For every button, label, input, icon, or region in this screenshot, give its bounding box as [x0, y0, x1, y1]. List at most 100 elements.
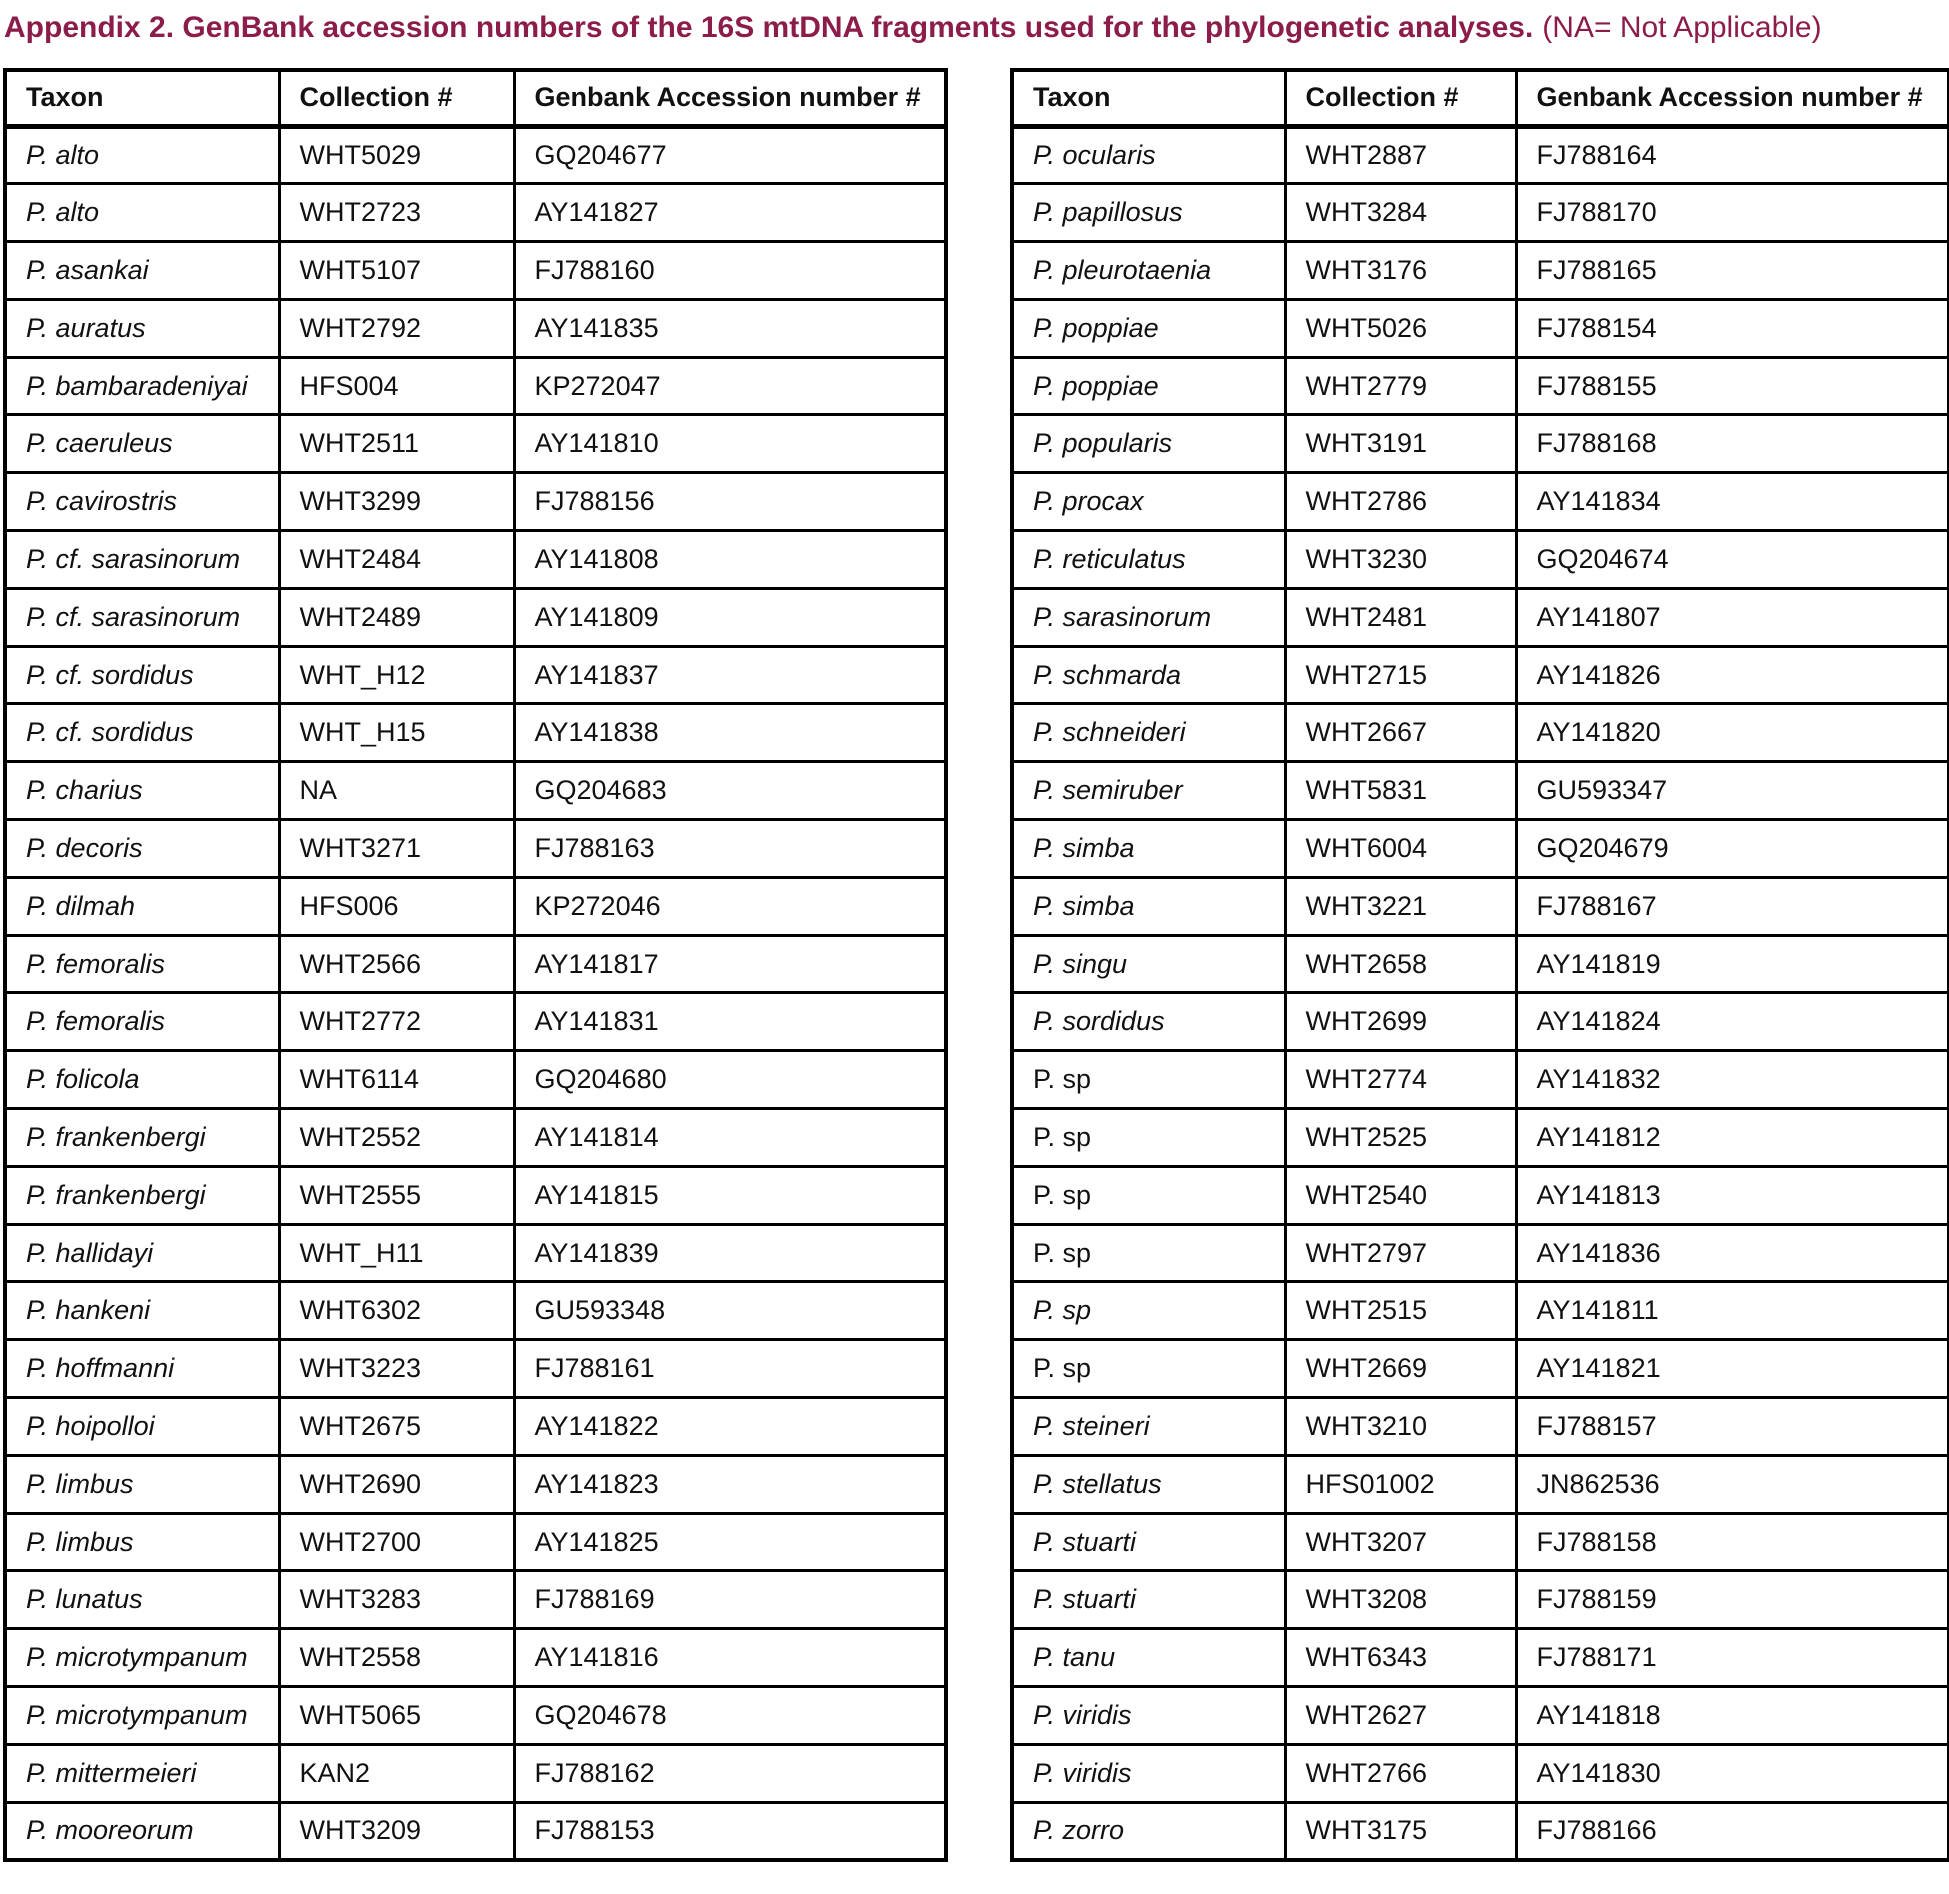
taxon-cell: P. mooreorum — [3, 1800, 281, 1862]
collection-cell: WHT2699 — [1283, 991, 1518, 1053]
collection-header: Collection # — [1283, 68, 1518, 129]
taxon-cell: P. mittermeieri — [3, 1742, 281, 1804]
accession-cell: AY141807 — [1514, 586, 1949, 648]
accession-cell: FJ788153 — [512, 1800, 948, 1862]
accession-header: Genbank Accession number # — [1514, 68, 1949, 129]
collection-cell: WHT2797 — [1283, 1222, 1518, 1284]
table-row: P. poppiae WHT5026 FJ788154 — [1010, 297, 1949, 359]
collection-cell: WHT2489 — [277, 586, 516, 648]
accession-cell: AY141810 — [512, 413, 948, 475]
table-row: P. stellatus HFS01002 JN862536 — [1010, 1453, 1949, 1515]
accession-cell: FJ788170 — [1514, 182, 1949, 244]
taxon-cell: P. hoipolloi — [3, 1396, 281, 1457]
taxon-cell: P. steineri — [1010, 1396, 1287, 1457]
taxon-header: Taxon — [1010, 68, 1287, 129]
accession-cell: AY141825 — [512, 1511, 948, 1573]
collection-cell: WHT2786 — [1283, 471, 1518, 533]
accession-cell: GQ204674 — [1514, 529, 1949, 590]
table-row: P. cf. sarasinorum WHT2484 AY141808 — [3, 529, 948, 590]
taxon-cell: P. poppiae — [1010, 355, 1287, 417]
taxon-cell: P. sp — [1010, 1280, 1287, 1342]
accession-cell: KP272047 — [512, 355, 948, 417]
taxon-cell: P. lunatus — [3, 1569, 281, 1631]
table-row: P. sp WHT2540 AY141813 — [1010, 1164, 1949, 1226]
collection-cell: WHT3209 — [277, 1800, 516, 1862]
table-row: P. viridis WHT2627 AY141818 — [1010, 1685, 1949, 1746]
collection-cell: WHT3176 — [1283, 240, 1518, 301]
table-row: P. sp WHT2774 AY141832 — [1010, 1049, 1949, 1111]
taxon-cell: P. sordidus — [1010, 991, 1287, 1053]
table-row: P. singu WHT2658 AY141819 — [1010, 933, 1949, 995]
accession-cell: AY141836 — [1514, 1222, 1949, 1284]
collection-header: Collection # — [277, 68, 516, 129]
accession-cell: FJ788163 — [512, 818, 948, 879]
table-row: P. asankai WHT5107 FJ788160 — [3, 240, 948, 301]
accession-cell: AY141826 — [1514, 644, 1949, 706]
table-row: P. poppiae WHT2779 FJ788155 — [1010, 355, 1949, 417]
table-row: P. alto WHT5029 GQ204677 — [3, 124, 948, 186]
taxon-cell: P. simba — [1010, 875, 1287, 937]
taxon-cell: P. stuarti — [1010, 1569, 1287, 1631]
table-row: P. hoipolloi WHT2675 AY141822 — [3, 1396, 948, 1457]
collection-cell: WHT5026 — [1283, 297, 1518, 359]
accession-cell: AY141837 — [512, 644, 948, 706]
collection-cell: WHT3221 — [1283, 875, 1518, 937]
taxon-header: Taxon — [3, 68, 281, 129]
taxon-cell: P. cf. sarasinorum — [3, 586, 281, 648]
table-row: P. schmarda WHT2715 AY141826 — [1010, 644, 1949, 706]
collection-cell: WHT3284 — [1283, 182, 1518, 244]
taxon-cell: P. folicola — [3, 1049, 281, 1111]
taxon-cell: P. simba — [1010, 818, 1287, 879]
table-row: P. sp WHT2669 AY141821 — [1010, 1338, 1949, 1400]
accession-cell: FJ788158 — [1514, 1511, 1949, 1573]
taxon-cell: P. viridis — [1010, 1685, 1287, 1746]
accession-cell: AY141815 — [512, 1164, 948, 1226]
accession-cell: AY141822 — [512, 1396, 948, 1457]
accession-cell: KP272046 — [512, 875, 948, 937]
collection-cell: WHT5831 — [1283, 760, 1518, 822]
collection-cell: WHT6343 — [1283, 1627, 1518, 1689]
collection-cell: WHT2627 — [1283, 1685, 1518, 1746]
collection-cell: WHT6004 — [1283, 818, 1518, 879]
table-row: P. sp WHT2797 AY141836 — [1010, 1222, 1949, 1284]
title-note-text: (NA= Not Applicable) — [1542, 11, 1822, 44]
taxon-cell: P. reticulatus — [1010, 529, 1287, 590]
accession-cell: FJ788165 — [1514, 240, 1949, 301]
table-row: P. microtympanum WHT5065 GQ204678 — [3, 1685, 948, 1746]
collection-cell: WHT2667 — [1283, 702, 1518, 764]
collection-cell: WHT3191 — [1283, 413, 1518, 475]
taxon-cell: P. microtympanum — [3, 1627, 281, 1689]
table-row: P. procax WHT2786 AY141834 — [1010, 471, 1949, 533]
page-title: Appendix 2. GenBank accession numbers of… — [4, 8, 1822, 48]
taxon-cell: P. femoralis — [3, 933, 281, 995]
collection-cell: WHT6114 — [277, 1049, 516, 1111]
taxon-cell: P. dilmah — [3, 875, 281, 937]
taxon-cell: P. schneideri — [1010, 702, 1287, 764]
accession-cell: GU593347 — [1514, 760, 1949, 822]
collection-cell: WHT3230 — [1283, 529, 1518, 590]
collection-cell: WHT3175 — [1283, 1800, 1518, 1862]
accession-cell: FJ788171 — [1514, 1627, 1949, 1689]
table-row: P. hankeni WHT6302 GU593348 — [3, 1280, 948, 1342]
right-accession-table: Taxon Collection # Genbank Accession num… — [1010, 68, 1949, 1862]
accession-cell: FJ788156 — [512, 471, 948, 533]
collection-cell: WHT3207 — [1283, 1511, 1518, 1573]
collection-cell: WHT2690 — [277, 1453, 516, 1515]
taxon-cell: P. cf. sordidus — [3, 644, 281, 706]
accession-cell: AY141834 — [1514, 471, 1949, 533]
table-row: P. sp WHT2515 AY141811 — [1010, 1280, 1949, 1342]
collection-cell: WHT2675 — [277, 1396, 516, 1457]
collection-cell: WHT2723 — [277, 182, 516, 244]
table-row: P. frankenbergi WHT2555 AY141815 — [3, 1164, 948, 1226]
taxon-cell: P. sp — [1010, 1222, 1287, 1284]
collection-cell: HFS004 — [277, 355, 516, 417]
collection-cell: WHT2481 — [1283, 586, 1518, 648]
collection-cell: WHT2774 — [1283, 1049, 1518, 1111]
accession-cell: AY141811 — [1514, 1280, 1949, 1342]
accession-cell: FJ788164 — [1514, 124, 1949, 186]
accession-cell: AY141835 — [512, 297, 948, 359]
collection-cell: WHT3283 — [277, 1569, 516, 1631]
table-row: P. zorro WHT3175 FJ788166 — [1010, 1800, 1949, 1862]
table-row: P. sordidus WHT2699 AY141824 — [1010, 991, 1949, 1053]
taxon-cell: P. semiruber — [1010, 760, 1287, 822]
